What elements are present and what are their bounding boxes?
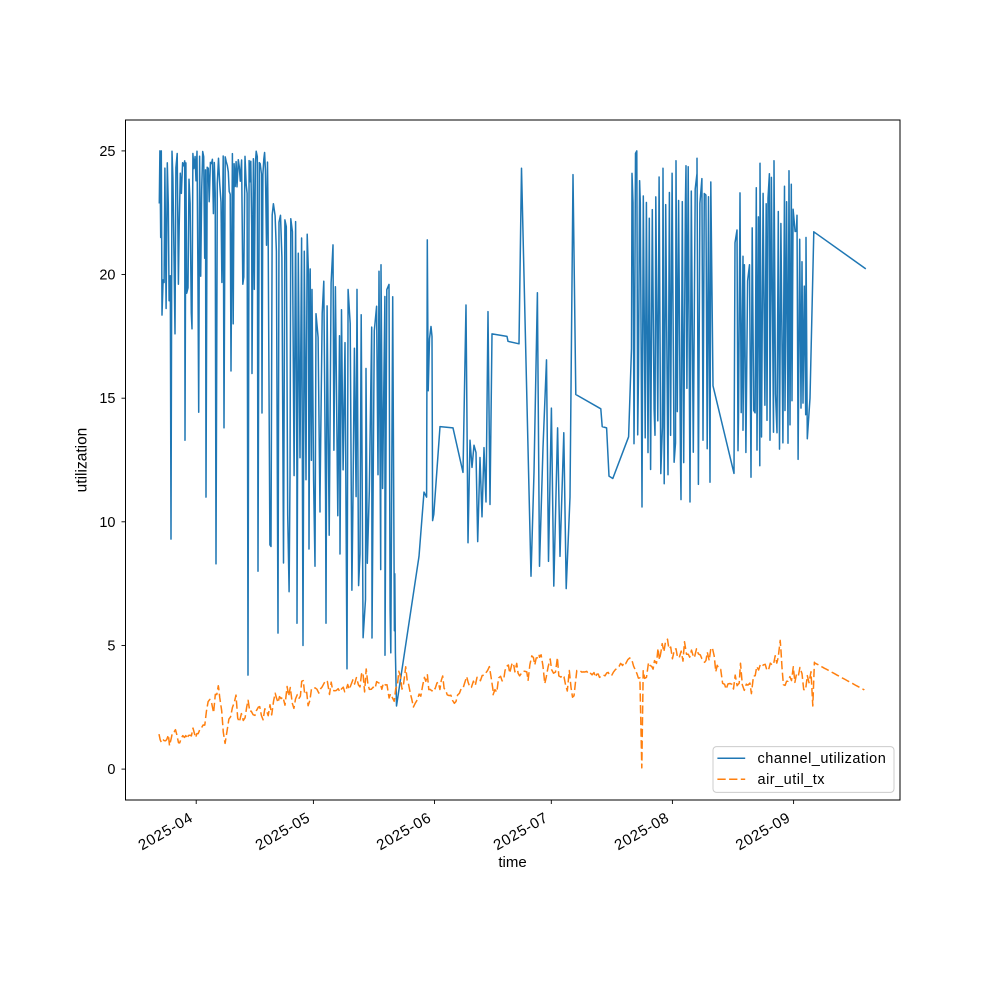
svg-text:channel_utilization: channel_utilization	[758, 751, 887, 767]
svg-text:0: 0	[107, 762, 115, 778]
svg-text:5: 5	[107, 639, 115, 655]
svg-text:25: 25	[99, 144, 115, 160]
svg-text:10: 10	[99, 515, 115, 531]
svg-text:time: time	[498, 854, 526, 871]
svg-text:20: 20	[99, 268, 115, 284]
svg-text:15: 15	[99, 391, 115, 407]
svg-text:air_util_tx: air_util_tx	[758, 772, 826, 788]
svg-text:utilization: utilization	[74, 428, 91, 493]
